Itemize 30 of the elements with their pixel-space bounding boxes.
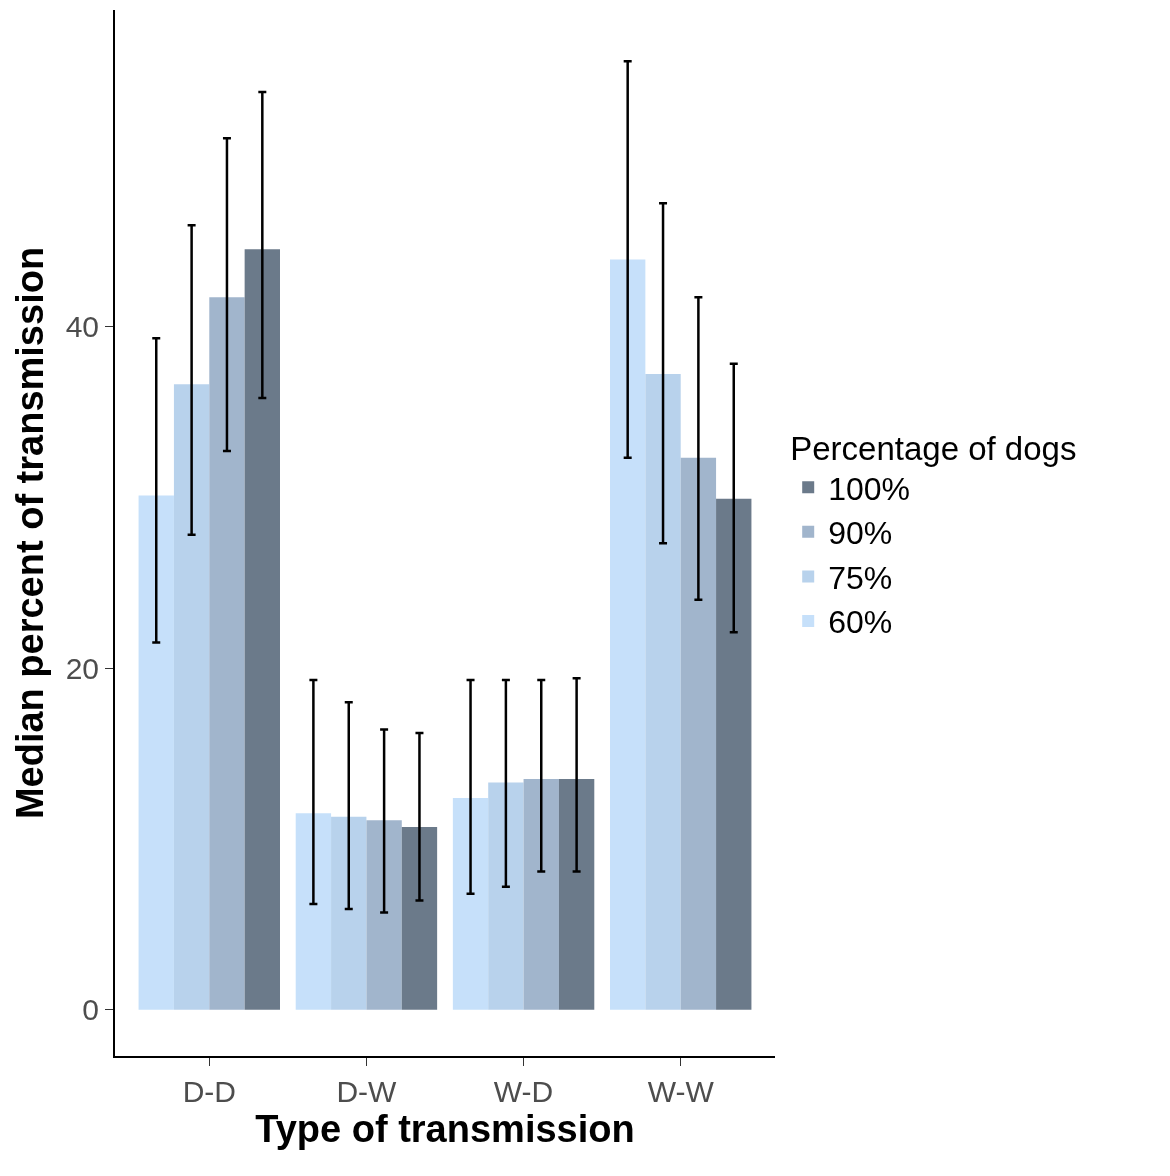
legend-label: 100% xyxy=(828,470,911,507)
bar xyxy=(366,820,402,1010)
bar xyxy=(610,259,646,1010)
legend-label: 75% xyxy=(828,559,893,596)
x-tick-label: W-D xyxy=(493,1075,554,1108)
x-axis-title: Type of transmission xyxy=(255,1108,635,1150)
bar xyxy=(401,826,438,1010)
x-tick-label: W-W xyxy=(647,1075,715,1108)
legend-label: 90% xyxy=(828,515,893,552)
y-tick-label: 20 xyxy=(65,651,99,685)
bar xyxy=(452,797,489,1010)
bar xyxy=(488,782,524,1010)
legend-title: Percentage of dogs xyxy=(790,429,1077,467)
bar xyxy=(331,816,367,1010)
y-tick-label: 40 xyxy=(65,309,99,343)
x-tick-label: D-W xyxy=(336,1075,398,1108)
legend-label: 60% xyxy=(828,604,893,641)
bar xyxy=(173,384,210,1010)
bar xyxy=(716,498,752,1010)
bar xyxy=(680,457,717,1010)
bar xyxy=(295,813,332,1010)
bar xyxy=(209,297,245,1010)
bar xyxy=(244,249,280,1010)
bar xyxy=(138,495,174,1010)
x-tick-label: D-D xyxy=(182,1075,236,1108)
y-tick-label: 0 xyxy=(82,993,99,1027)
bar xyxy=(645,374,681,1010)
bar xyxy=(523,779,559,1010)
bar xyxy=(558,779,595,1010)
y-axis-title: Median percent of transmission xyxy=(9,246,52,820)
